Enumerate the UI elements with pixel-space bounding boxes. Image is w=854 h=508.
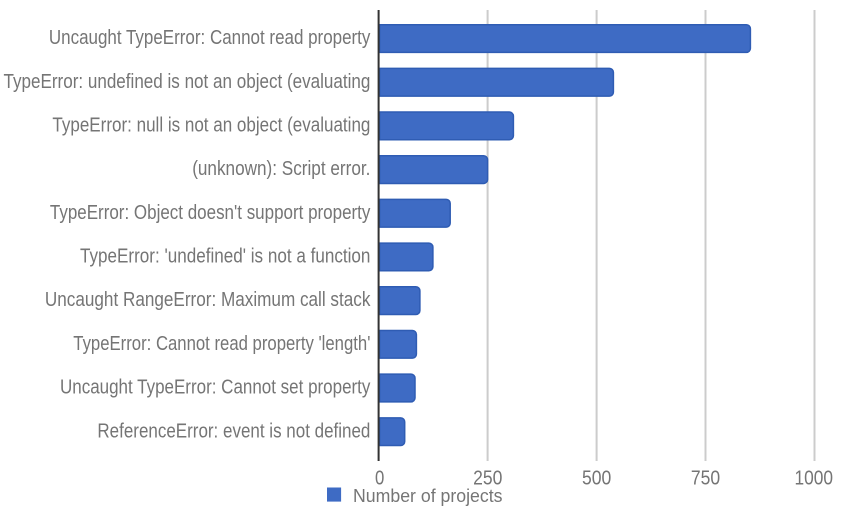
svg-text:TypeError: Cannot read propert: TypeError: Cannot read property 'length' bbox=[73, 333, 370, 355]
svg-text:TypeError: 'undefined' is not: TypeError: 'undefined' is not a function bbox=[80, 246, 370, 268]
svg-text:1000: 1000 bbox=[795, 467, 834, 489]
svg-text:Number of projects: Number of projects bbox=[353, 486, 503, 506]
svg-text:0: 0 bbox=[375, 467, 384, 489]
svg-text:Uncaught TypeError: Cannot rea: Uncaught TypeError: Cannot read property bbox=[49, 27, 371, 49]
svg-text:(unknown): Script error.: (unknown): Script error. bbox=[192, 158, 370, 180]
svg-text:Uncaught RangeError: Maximum c: Uncaught RangeError: Maximum call stack bbox=[45, 289, 371, 311]
svg-text:ReferenceError: event is not d: ReferenceError: event is not defined bbox=[97, 420, 370, 442]
svg-text:TypeError: null is not an obje: TypeError: null is not an object (evalua… bbox=[52, 115, 370, 137]
svg-text:500: 500 bbox=[582, 467, 611, 489]
svg-text:750: 750 bbox=[691, 467, 720, 489]
svg-text:TypeError: Object doesn't supp: TypeError: Object doesn't support proper… bbox=[50, 202, 371, 224]
svg-text:Uncaught TypeError: Cannot set: Uncaught TypeError: Cannot set property bbox=[60, 377, 370, 399]
svg-text:TypeError: undefined is not an: TypeError: undefined is not an object (e… bbox=[4, 71, 371, 93]
svg-text:250: 250 bbox=[473, 467, 502, 489]
